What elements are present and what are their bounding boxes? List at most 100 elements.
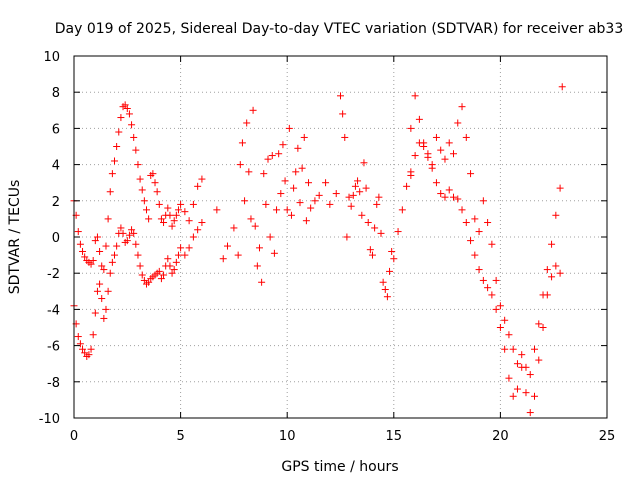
data-point: [149, 170, 157, 178]
data-point: [117, 114, 125, 122]
data-point: [518, 351, 526, 359]
data-point: [164, 255, 172, 263]
data-point: [100, 266, 108, 274]
data-point: [522, 389, 530, 397]
y-tick-label: 4: [52, 159, 60, 174]
data-point: [366, 246, 374, 254]
data-point: [260, 170, 268, 178]
y-tick-label: -6: [47, 340, 60, 355]
data-point: [437, 190, 445, 198]
data-point: [132, 240, 140, 248]
y-axis-label: SDTVAR / TECUs: [7, 180, 23, 295]
data-point: [290, 184, 298, 192]
data-point: [170, 266, 178, 274]
data-point: [556, 184, 564, 192]
data-point: [548, 240, 556, 248]
data-point: [125, 231, 133, 239]
x-tick-label: 20: [492, 429, 509, 444]
data-point: [270, 249, 278, 257]
data-point: [467, 237, 475, 245]
data-point: [160, 271, 168, 279]
data-point: [496, 302, 504, 310]
data-point: [509, 392, 517, 400]
data-point: [155, 267, 163, 275]
data-point: [432, 179, 440, 187]
data-point: [381, 285, 389, 293]
data-point: [262, 200, 270, 208]
data-point: [251, 222, 259, 230]
data-point: [462, 133, 470, 141]
data-point: [74, 333, 82, 341]
data-point: [198, 175, 206, 183]
data-point: [411, 152, 419, 160]
data-point: [85, 351, 93, 359]
data-point: [501, 316, 509, 324]
data-point: [347, 202, 355, 210]
data-point: [245, 168, 253, 176]
data-point: [76, 240, 84, 248]
data-point: [98, 295, 106, 303]
data-point: [360, 159, 368, 167]
data-point: [125, 110, 133, 118]
data-point: [130, 229, 138, 237]
data-point: [526, 371, 534, 379]
data-point: [283, 206, 291, 214]
data-point: [488, 240, 496, 248]
x-tick-label: 25: [599, 429, 616, 444]
data-point: [140, 276, 148, 284]
data-point: [140, 197, 148, 205]
data-point: [266, 233, 274, 241]
data-point: [76, 340, 84, 348]
data-point: [548, 273, 556, 281]
data-point: [326, 200, 334, 208]
data-point: [81, 253, 89, 261]
data-point: [264, 155, 272, 163]
data-point: [236, 161, 244, 169]
data-point: [277, 190, 285, 198]
y-tick-label: 2: [52, 195, 60, 210]
data-point: [170, 217, 178, 225]
data-point: [388, 247, 396, 255]
data-point: [345, 193, 353, 201]
data-point: [454, 119, 462, 127]
data-point: [96, 247, 104, 255]
data-point: [362, 184, 370, 192]
data-point: [230, 224, 238, 232]
axis-ticks: [73, 55, 608, 419]
data-point: [177, 244, 185, 252]
data-point: [241, 197, 249, 205]
data-point: [543, 266, 551, 274]
data-point: [238, 139, 246, 147]
y-tick-label: 10: [43, 50, 60, 65]
data-point: [337, 92, 344, 100]
data-point: [398, 206, 406, 214]
data-point: [79, 345, 87, 353]
data-point: [386, 267, 394, 275]
data-point: [531, 345, 539, 353]
data-point: [475, 266, 483, 274]
data-point: [160, 219, 168, 227]
data-point: [115, 128, 123, 136]
data-point: [128, 226, 136, 234]
data-point: [181, 251, 189, 259]
data-point: [471, 215, 479, 223]
series-2: [213, 92, 415, 301]
data-point: [535, 320, 543, 328]
data-point: [501, 345, 509, 353]
y-tick-label: -2: [47, 267, 60, 282]
data-point: [164, 204, 172, 212]
data-point: [87, 345, 95, 353]
data-point: [488, 291, 496, 299]
data-point: [136, 175, 144, 183]
data-point: [449, 150, 457, 158]
data-point: [281, 177, 289, 185]
data-point: [343, 233, 351, 241]
data-point: [117, 224, 125, 232]
data-point: [151, 179, 159, 187]
data-point: [89, 331, 97, 339]
data-point: [258, 278, 266, 286]
data-point: [307, 204, 315, 212]
data-point: [157, 275, 165, 283]
data-point: [172, 211, 180, 219]
data-point: [96, 280, 104, 288]
